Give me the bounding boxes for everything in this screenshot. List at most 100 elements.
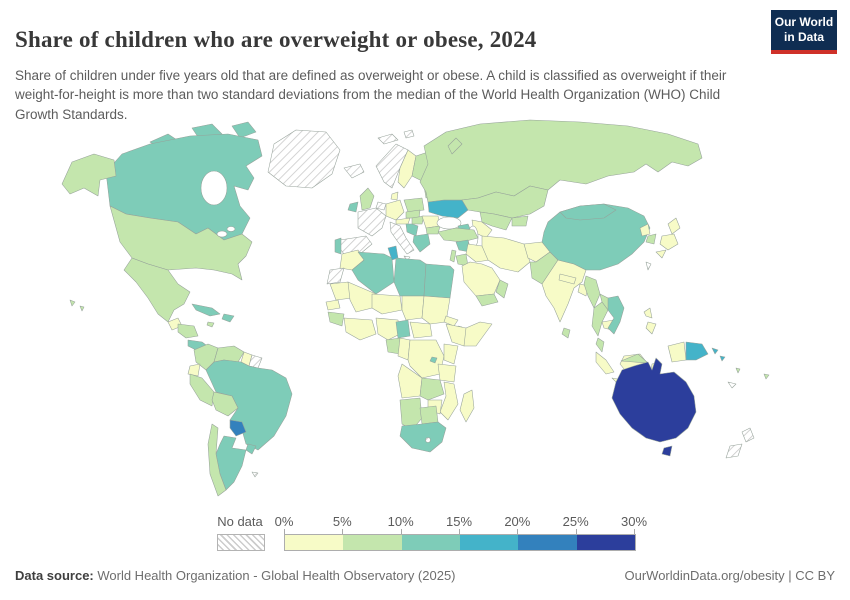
country-myanmar[interactable]	[583, 275, 601, 309]
country-tanzania[interactable]	[437, 363, 457, 383]
country-saudi-arabia[interactable]	[461, 261, 501, 297]
country-portugal[interactable]	[334, 237, 342, 255]
country-ecuador[interactable]	[187, 363, 201, 377]
country-mozambique[interactable]	[439, 381, 459, 421]
country-tasmania[interactable]	[661, 445, 673, 457]
country-france[interactable]	[357, 207, 387, 237]
country-new-zealand-north[interactable]	[741, 427, 755, 443]
country-nepal[interactable]	[558, 273, 577, 285]
country-canada-arctic[interactable]	[231, 121, 257, 139]
country-papua-new-guinea[interactable]	[685, 341, 709, 361]
country-russia-novaya-zemlya[interactable]	[447, 137, 463, 155]
country-falklands[interactable]	[251, 471, 259, 478]
country-niger[interactable]	[371, 293, 403, 315]
country-mali-burkina[interactable]	[347, 281, 377, 313]
legend-no-data-swatch[interactable]	[217, 534, 265, 551]
owid-logo[interactable]: Our World in Data	[771, 10, 837, 54]
country-uruguay[interactable]	[245, 443, 257, 455]
country-iraq[interactable]	[465, 243, 491, 263]
country-paraguay[interactable]	[229, 419, 247, 437]
country-philippines[interactable]	[643, 307, 653, 319]
country-iceland[interactable]	[343, 163, 365, 179]
country-western-sahara[interactable]	[326, 267, 345, 285]
country-mexico[interactable]	[123, 257, 191, 323]
country-turkey[interactable]	[437, 227, 479, 243]
country-greenland[interactable]	[267, 129, 341, 189]
country-botswana[interactable]	[419, 405, 439, 425]
legend-bin-5-10%[interactable]	[343, 535, 402, 550]
country-hungary[interactable]	[411, 215, 425, 225]
legend-bin-15-20%[interactable]	[459, 535, 519, 550]
license-link[interactable]: OurWorldinData.org/obesity | CC BY	[624, 568, 836, 583]
country-poland[interactable]	[403, 197, 425, 213]
legend-bin-25-30%[interactable]	[576, 535, 635, 550]
country-hawaii[interactable]	[69, 299, 76, 307]
country-sri-lanka[interactable]	[561, 327, 571, 339]
country-ukraine[interactable]	[427, 199, 469, 219]
country-malaysia-peninsula[interactable]	[595, 337, 605, 353]
country-russia[interactable]	[419, 119, 703, 203]
country-oman-uae[interactable]	[495, 279, 509, 299]
country-cameroon[interactable]	[395, 319, 411, 339]
country-argentina[interactable]	[215, 435, 247, 491]
country-chile[interactable]	[207, 423, 227, 497]
country-japan[interactable]	[667, 217, 681, 235]
country-taiwan[interactable]	[645, 261, 652, 271]
country-iran[interactable]	[481, 235, 531, 273]
country-vanuatu[interactable]	[735, 367, 741, 374]
country-mongolia[interactable]	[559, 203, 617, 221]
country-japan[interactable]	[659, 233, 679, 251]
country-benelux[interactable]	[375, 201, 387, 211]
country-denmark[interactable]	[390, 191, 399, 201]
country-alaska[interactable]	[61, 153, 117, 197]
country-venezuela[interactable]	[213, 345, 245, 363]
country-guinea[interactable]	[327, 311, 345, 327]
country-dr-congo[interactable]	[407, 339, 445, 379]
country-sudan[interactable]	[421, 295, 451, 325]
country-somalia[interactable]	[463, 321, 493, 347]
country-honduras-nicaragua[interactable]	[177, 323, 199, 339]
legend-bin-10-15%[interactable]	[401, 535, 460, 550]
legend-bin-20-25%[interactable]	[518, 535, 577, 550]
country-madagascar[interactable]	[459, 389, 475, 423]
country-new-caledonia[interactable]	[727, 381, 737, 389]
country-austria[interactable]	[395, 217, 411, 225]
country-solomon-islands[interactable]	[719, 355, 726, 362]
country-central-african-republic[interactable]	[409, 321, 433, 339]
country-germany[interactable]	[385, 199, 405, 221]
country-indonesia-papua[interactable]	[667, 341, 687, 363]
country-jamaica[interactable]	[206, 321, 215, 328]
country-hispaniola[interactable]	[221, 313, 235, 323]
country-south-africa[interactable]	[399, 421, 447, 453]
country-ivorycoast-ghana[interactable]	[343, 317, 377, 341]
country-vietnam[interactable]	[607, 295, 625, 335]
country-philippines[interactable]	[645, 321, 657, 335]
country-egypt[interactable]	[423, 263, 455, 299]
country-united-kingdom[interactable]	[359, 187, 375, 211]
country-lesotho[interactable]	[425, 437, 431, 443]
country-zambia[interactable]	[419, 377, 445, 401]
country-gabon[interactable]	[385, 337, 401, 355]
country-chad[interactable]	[401, 295, 425, 321]
country-italy[interactable]	[389, 221, 415, 255]
legend-bin-0-5%[interactable]	[285, 535, 344, 550]
country-australia[interactable]	[611, 357, 697, 443]
country-india[interactable]	[541, 259, 587, 323]
country-greece[interactable]	[412, 233, 431, 253]
country-lebanon-israel[interactable]	[449, 249, 457, 263]
country-burundi[interactable]	[429, 356, 438, 364]
country-south-korea[interactable]	[645, 233, 657, 245]
country-kyrgyzstan-tajikistan[interactable]	[511, 215, 529, 227]
country-indonesia-sumatra[interactable]	[595, 351, 615, 375]
country-new-zealand-south[interactable]	[725, 443, 743, 459]
country-libya[interactable]	[393, 257, 427, 297]
country-balkans[interactable]	[405, 223, 419, 237]
country-kenya[interactable]	[443, 343, 459, 365]
country-angola[interactable]	[397, 363, 423, 399]
country-brazil[interactable]	[205, 359, 293, 451]
country-nigeria[interactable]	[375, 317, 401, 341]
country-cuba[interactable]	[191, 303, 221, 317]
country-bolivia[interactable]	[211, 391, 239, 417]
country-senegal[interactable]	[325, 299, 341, 311]
country-japan[interactable]	[655, 249, 667, 259]
